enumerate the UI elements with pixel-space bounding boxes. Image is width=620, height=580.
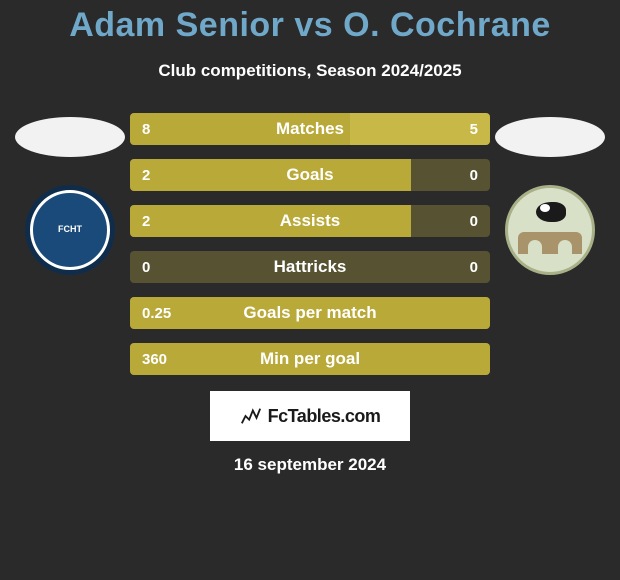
stat-row: 2Goals0: [130, 159, 490, 191]
main-row: FCHT 8Matches52Goals02Assists00Hattricks…: [0, 113, 620, 375]
stat-value-left: 8: [142, 121, 150, 138]
magpie-icon: [536, 202, 566, 222]
stat-value-right: 0: [470, 213, 478, 230]
stat-row: 8Matches5: [130, 113, 490, 145]
stat-bar-left: [130, 159, 411, 191]
stat-value-left: 2: [142, 213, 150, 230]
stat-value-left: 360: [142, 351, 167, 368]
left-side-column: FCHT: [10, 113, 130, 275]
brand-text: FcTables.com: [268, 406, 381, 427]
date-text: 16 september 2024: [0, 455, 620, 475]
bridge-icon: [518, 232, 582, 254]
stat-bar-left: [130, 113, 350, 145]
stat-value-right: 5: [470, 121, 478, 138]
page-title: Adam Senior vs O. Cochrane: [0, 6, 620, 45]
stats-column: 8Matches52Goals02Assists00Hattricks00.25…: [130, 113, 490, 375]
stat-bar-left: [130, 343, 490, 375]
stat-value-right: 0: [470, 259, 478, 276]
stat-row: 360Min per goal: [130, 343, 490, 375]
brand-logo-icon: [240, 405, 262, 427]
stat-value-left: 0: [142, 259, 150, 276]
stat-value-left: 2: [142, 167, 150, 184]
stat-bar-left: [130, 297, 490, 329]
stat-value-left: 0.25: [142, 305, 171, 322]
right-team-badge: [505, 185, 595, 275]
right-flag-placeholder: [495, 117, 605, 157]
left-team-badge-text: FCHT: [58, 225, 82, 235]
stat-row: 0Hattricks0: [130, 251, 490, 283]
right-side-column: [490, 113, 610, 275]
brand-badge[interactable]: FcTables.com: [210, 391, 410, 441]
subtitle: Club competitions, Season 2024/2025: [0, 61, 620, 81]
comparison-card: Adam Senior vs O. Cochrane Club competit…: [0, 0, 620, 475]
left-flag-placeholder: [15, 117, 125, 157]
stat-bar-left: [130, 205, 411, 237]
stat-value-right: 0: [470, 167, 478, 184]
stat-row: 0.25Goals per match: [130, 297, 490, 329]
left-team-badge: FCHT: [25, 185, 115, 275]
stat-label: Hattricks: [130, 257, 490, 277]
stat-row: 2Assists0: [130, 205, 490, 237]
